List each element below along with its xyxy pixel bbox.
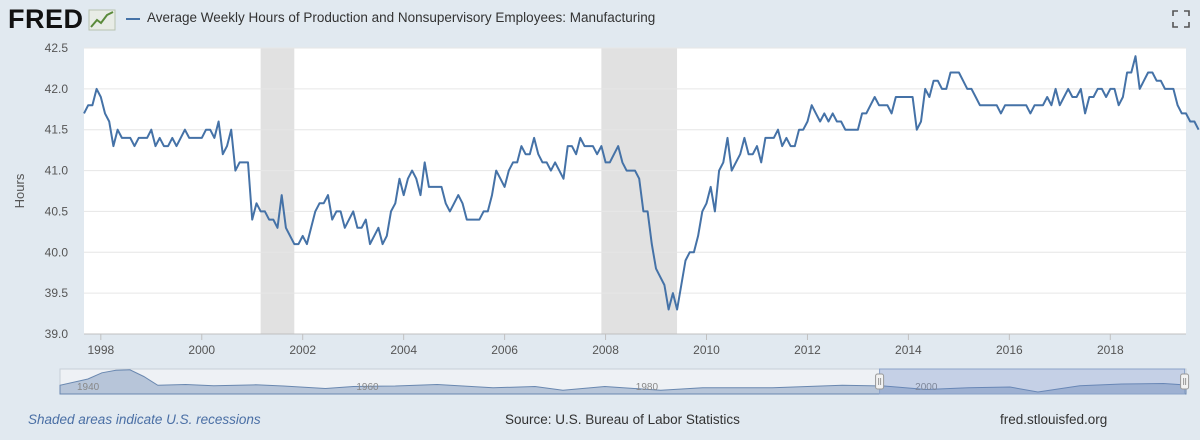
data-line xyxy=(83,55,1200,311)
x-tick-label: 1998 xyxy=(87,343,114,357)
y-tick-label: 41.0 xyxy=(45,164,69,178)
navigator-year-label: 1940 xyxy=(77,382,100,393)
series-title[interactable]: Average Weekly Hours of Production and N… xyxy=(147,10,656,25)
navigator-year-label: 1960 xyxy=(356,382,379,393)
x-tick-label: 2014 xyxy=(895,343,922,357)
y-tick-label: 40.0 xyxy=(45,245,69,259)
x-tick-label: 2000 xyxy=(188,343,215,357)
line-chart-icon xyxy=(88,9,116,31)
x-tick-label: 2010 xyxy=(693,343,720,357)
navigator-right-handle[interactable] xyxy=(1180,373,1190,390)
y-tick-label: 41.5 xyxy=(45,123,69,137)
y-tick-label: 42.5 xyxy=(45,41,69,55)
x-axis-ticks: 1998 2000 2002 2004 2006 2008 2010 2012 2014 2016… xyxy=(84,333,1186,357)
series-line xyxy=(83,55,1200,311)
recession-band xyxy=(260,48,295,334)
legend-swatch xyxy=(126,18,140,20)
x-tick-label: 2006 xyxy=(491,343,518,357)
y-axis-ticks: 39.0 39.5 40.0 40.5 41.0 41.5 42.0 42.5 xyxy=(45,41,69,341)
fred-logo[interactable]: FRED xyxy=(8,4,84,34)
y-tick-label: 39.0 xyxy=(45,327,69,341)
y-tick-label: 42.0 xyxy=(45,82,69,96)
x-tick-label: 2012 xyxy=(794,343,821,357)
navigator-year-label: 2000 xyxy=(915,382,938,393)
expand-icon[interactable] xyxy=(1172,10,1190,28)
x-tick-label: 2008 xyxy=(592,343,619,357)
recession-note: Shaded areas indicate U.S. recessions xyxy=(28,412,261,427)
navigator-series-area xyxy=(59,369,1187,395)
x-tick-label: 2002 xyxy=(289,343,316,357)
navigator-year-label: 1980 xyxy=(636,382,659,393)
x-tick-label: 2018 xyxy=(1097,343,1124,357)
source-text: Source: U.S. Bureau of Labor Statistics xyxy=(505,412,740,427)
y-tick-label: 40.5 xyxy=(45,204,69,218)
chart-area[interactable]: 39.0 39.5 40.0 40.5 41.0 41.5 42.0 42.5 1998 200… xyxy=(0,38,1200,398)
site-link[interactable]: fred.stlouisfed.org xyxy=(1000,412,1108,427)
range-navigator[interactable]: 1940 1960 1980 2000 xyxy=(59,368,1190,395)
navigator-selection xyxy=(879,368,1186,395)
y-axis-label: Hours xyxy=(12,173,27,208)
x-tick-label: 2004 xyxy=(390,343,417,357)
navigator-left-handle[interactable] xyxy=(875,373,885,390)
y-tick-label: 39.5 xyxy=(45,286,69,300)
header-bar: FRED Average Weekly Hours of Production … xyxy=(0,0,1200,38)
x-tick-label: 2016 xyxy=(996,343,1023,357)
